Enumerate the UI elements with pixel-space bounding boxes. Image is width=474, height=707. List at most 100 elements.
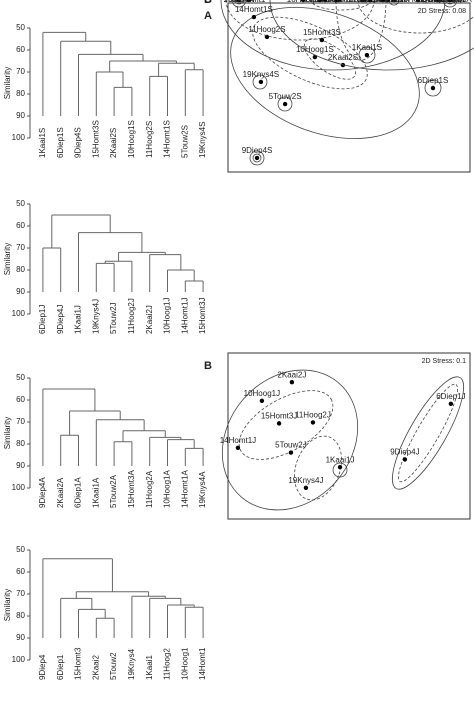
point [300, 0, 306, 3]
leaf-label: 15Homt3 [74, 647, 83, 680]
y-tick-label: 60 [16, 395, 25, 404]
point-label: 11Hoog2 [309, 0, 341, 4]
leaf-label: 2Kaai2 [91, 655, 100, 680]
point-label: 1Kaai1A [379, 0, 410, 4]
point-label: 6Diep1 [357, 0, 383, 4]
point [334, 0, 340, 3]
point [367, 0, 373, 3]
stress-label: 2D Stress: 0.08 [418, 8, 466, 15]
y-tick-label: 80 [16, 89, 25, 98]
y-tick-label: 60 [16, 221, 25, 230]
point [259, 398, 265, 404]
leaf-label: 11Hoog2A [145, 470, 154, 508]
y-tick-label: 70 [16, 417, 25, 426]
y-tick-label: 70 [16, 243, 25, 252]
point-label: 10Hoog1 [287, 0, 320, 4]
point [276, 421, 282, 426]
cluster-outline [269, 0, 474, 71]
cluster-outline [249, 150, 265, 166]
point [434, 0, 440, 3]
y-tick-label: 50 [16, 199, 25, 208]
point [254, 155, 260, 161]
leaf-label: 19Knys4S [198, 122, 207, 158]
leaf-label: 15Homt3J [198, 298, 207, 334]
cluster-outline [294, 435, 342, 501]
point [235, 445, 241, 450]
point-label: 19Knys4J [288, 476, 323, 485]
point-label: 11Hoog2J [295, 410, 331, 419]
panel-frame [227, 2, 471, 173]
point [430, 85, 436, 91]
panel-label: C [204, 0, 212, 6]
cluster-outline [252, 74, 268, 90]
point [282, 101, 288, 107]
leaf-label: 5Touw2A [109, 474, 118, 508]
cluster-outline [277, 96, 293, 112]
cluster-outline [357, 0, 474, 34]
stress-label: 2D Stress: 0.1 [422, 358, 466, 365]
point-label: 14Homt1A [421, 0, 459, 4]
leaf-label: 19Knys4A [198, 471, 207, 508]
leaf-label: 11Hoog2J [127, 298, 136, 334]
point [359, 0, 365, 3]
point-label: 14Homt1J [220, 436, 256, 445]
point-label: 14Homt1S [235, 5, 273, 14]
point [402, 457, 408, 462]
point-label: 11Hoog2S [248, 25, 285, 34]
leaf-label: 2Kaai2S [109, 128, 118, 158]
y-tick-label: 50 [16, 373, 25, 382]
point-label: 2Kaai2J [277, 370, 306, 379]
y-tick-label: 100 [12, 483, 26, 492]
cluster-outline [398, 383, 458, 483]
point-label: 1Kaai1J [326, 455, 355, 464]
stress-label: 2D Stress: 0.07 [418, 0, 466, 4]
cluster-outline [234, 0, 244, 5]
point [310, 420, 316, 425]
point-label: 1Kaai1 [324, 0, 349, 4]
y-tick-label: 90 [16, 461, 25, 470]
leaf-label: 6Diep1S [56, 127, 65, 158]
point [312, 54, 318, 60]
point [289, 380, 295, 385]
point [251, 14, 257, 20]
point-label: 2Kaai2 [350, 0, 375, 4]
leaf-label: 10Hoog1S [127, 120, 136, 158]
point-label: 9Diep4S [242, 146, 273, 155]
leaf-label: 9Diep4S [74, 127, 83, 158]
cluster-outline [424, 79, 442, 97]
y-tick-label: 50 [16, 23, 25, 32]
leaf-label: 15Homt3S [91, 120, 100, 158]
point [258, 79, 264, 85]
cluster-outline [221, 369, 359, 511]
point-label: 5Touw2J [275, 441, 307, 450]
point-label: 2Kaai2S [328, 53, 358, 62]
point-label: 9Diep4J [390, 448, 419, 457]
cluster-outline [238, 390, 334, 460]
cluster-outline [392, 376, 464, 490]
leaf-label: 1Kaai1J [74, 305, 83, 334]
point-label: 9Diep4 [437, 0, 463, 4]
point [380, 0, 386, 3]
point-label: 1Kaai1S [352, 43, 382, 52]
y-tick-label: 60 [16, 567, 25, 576]
point [448, 401, 454, 406]
leaf-label: 10Hoog1A [163, 470, 172, 508]
cluster-outline [225, 0, 375, 41]
stress-label: 2D Stress: 0.09 [418, 0, 466, 4]
panel-label: D [204, 0, 212, 6]
point [236, 0, 242, 3]
point [391, 0, 397, 3]
point [288, 450, 294, 455]
leaf-label: 5Touw2S [180, 125, 189, 158]
point-label: 6Diep1S [418, 76, 449, 85]
leaf-label: 5Touw2J [109, 302, 118, 334]
leaf-label: 2Kaai2A [56, 477, 65, 508]
panel-label: A [204, 10, 212, 22]
leaf-label: 9Diep4 [38, 654, 47, 680]
cluster-outline [231, 0, 247, 8]
cluster-outline [442, 0, 458, 8]
point-label: 5Touw2 [325, 0, 353, 4]
point-label: 10Hoog1A [399, 0, 437, 4]
leaf-label: 15Homt3A [127, 470, 136, 508]
